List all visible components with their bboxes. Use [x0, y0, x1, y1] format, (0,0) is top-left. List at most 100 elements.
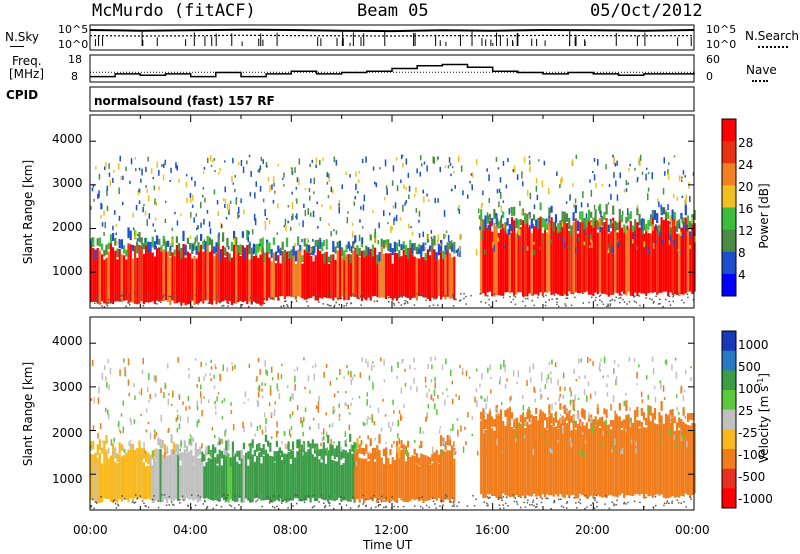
- ground-dot: [315, 499, 317, 501]
- ground-dot: [365, 498, 367, 501]
- scatter-echo: [629, 407, 631, 412]
- scatter-echo: [294, 167, 296, 173]
- ground-dot: [358, 297, 360, 300]
- echo-edge: [258, 443, 261, 451]
- scatter-echo: [353, 374, 356, 377]
- scatter-echo: [501, 402, 503, 405]
- echo-column: [222, 245, 225, 302]
- echo-column: [131, 258, 134, 303]
- scatter-echo: [366, 402, 368, 406]
- scatter-echo: [445, 358, 447, 365]
- scatter-echo: [115, 223, 117, 227]
- scatter-echo: [554, 362, 557, 368]
- echo-column: [585, 223, 588, 292]
- scatter-echo: [223, 448, 225, 455]
- echo-column: [354, 465, 357, 500]
- scatter-echo: [572, 183, 574, 187]
- echo-column: [387, 253, 390, 296]
- scatter-echo: [601, 441, 603, 448]
- scatter-echo: [224, 160, 226, 163]
- echo-column: [563, 218, 566, 295]
- scatter-echo: [574, 198, 577, 204]
- echo-edge: [415, 246, 418, 255]
- echo-edge: [116, 453, 119, 463]
- ground-dot: [526, 502, 529, 504]
- scatter-echo: [575, 379, 578, 382]
- scatter-echo: [609, 218, 612, 222]
- scatter-echo: [311, 159, 313, 163]
- ground-dot: [179, 502, 181, 504]
- echo-edge: [543, 413, 547, 421]
- scatter-echo: [203, 218, 205, 225]
- scatter-echo: [315, 405, 318, 409]
- ground-dot: [626, 303, 628, 305]
- scatter-echo: [575, 154, 578, 160]
- scatter-echo: [650, 427, 652, 430]
- scatter-echo: [500, 205, 503, 212]
- echo-column: [275, 263, 278, 298]
- scatter-echo: [303, 357, 305, 361]
- ground-dot: [393, 505, 395, 508]
- scatter-echo: [654, 239, 657, 244]
- scatter-echo: [428, 199, 430, 202]
- ground-dot: [500, 497, 503, 500]
- echo-edge: [334, 246, 337, 254]
- ground-dot: [635, 301, 637, 304]
- echo-column: [620, 227, 624, 292]
- scatter-echo: [215, 411, 217, 415]
- ground-dot: [444, 494, 447, 496]
- scatter-echo: [109, 180, 112, 187]
- scatter-echo: [607, 374, 609, 378]
- ground-dot: [520, 506, 522, 509]
- scatter-echo: [618, 242, 621, 246]
- echo-edge: [651, 209, 654, 218]
- scatter-echo: [136, 238, 139, 242]
- ground-dot: [322, 303, 324, 305]
- scatter-echo: [248, 154, 251, 158]
- echo-column: [142, 462, 145, 500]
- scatter-echo: [208, 221, 211, 228]
- echo-column: [162, 249, 165, 302]
- echo-column: [216, 465, 219, 501]
- echo-column: [389, 253, 392, 299]
- scatter-echo: [318, 423, 320, 430]
- ground-dot: [587, 497, 589, 499]
- echo-column: [407, 254, 410, 298]
- scatter-echo: [660, 382, 662, 390]
- echo-column: [129, 449, 132, 499]
- scatter-echo: [577, 432, 579, 439]
- echo-column: [234, 459, 237, 502]
- scatter-echo: [392, 165, 395, 172]
- echo-edge: [170, 434, 173, 443]
- ground-dot: [433, 298, 435, 300]
- echo-column: [123, 462, 126, 499]
- ground-dot: [484, 302, 487, 304]
- scatter-echo: [259, 368, 261, 375]
- echo-column: [92, 454, 95, 501]
- echo-edge: [112, 443, 115, 450]
- scatter-echo: [148, 213, 151, 219]
- freq-tick-high: 18: [68, 53, 82, 66]
- echo-column: [159, 449, 162, 503]
- echo-column: [658, 425, 661, 496]
- echo-column: [642, 233, 646, 294]
- echo-column: [638, 227, 641, 293]
- scatter-echo: [547, 397, 549, 400]
- echo-edge: [371, 447, 374, 460]
- echo-edge: [272, 237, 275, 245]
- ground-dot: [432, 304, 435, 306]
- scatter-echo: [292, 247, 294, 252]
- echo-edge: [131, 245, 134, 252]
- scatter-echo: [226, 203, 229, 210]
- scatter-echo: [160, 445, 163, 449]
- nsearch-tick-low: 10^0: [706, 38, 737, 51]
- vel-cbar-tick-m500: -500: [738, 470, 766, 484]
- echo-column: [268, 257, 271, 298]
- scatter-echo: [134, 235, 136, 240]
- echo-edge: [374, 232, 377, 243]
- scatter-echo: [313, 177, 315, 185]
- power-cbar-tick-16: 16: [738, 202, 754, 216]
- echo-edge: [574, 204, 577, 213]
- echo-edge: [557, 420, 560, 429]
- scatter-echo: [108, 447, 110, 454]
